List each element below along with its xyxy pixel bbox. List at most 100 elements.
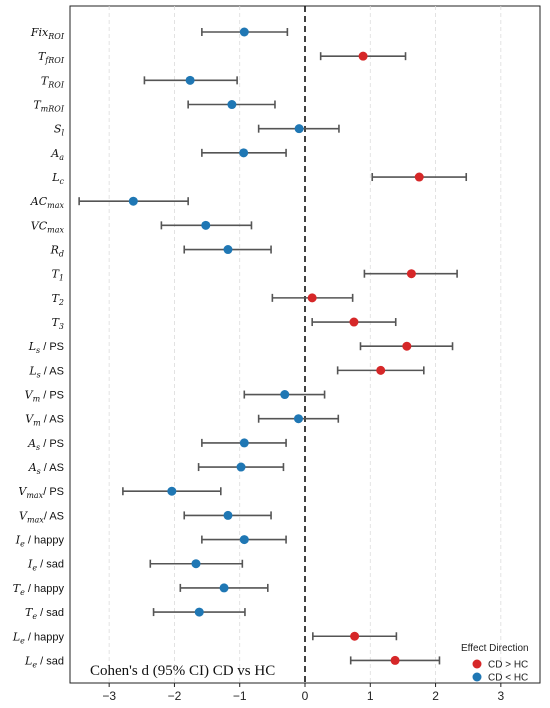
row-label-sub: e [20,588,25,597]
row-label-sub: c [60,177,65,186]
x-tick-label: 0 [302,689,309,703]
grid-lines [108,6,502,683]
row-label: TmROI [33,99,65,114]
row-label-suffix: / happy [25,631,65,643]
row-label-base: T [52,268,61,281]
row-label: Ls / PS [28,340,64,355]
effect-point [239,148,249,158]
rows-group: FixROITfROITROITmROISlAaLcACmaxVCmaxRdT1… [12,26,468,669]
row-label-suffix: / AS [41,462,64,474]
effect-point [280,390,290,400]
effect-point [239,535,249,545]
row: T1 [52,268,458,283]
row-label-sub: m [33,419,41,428]
row: Ie / happy [15,534,287,549]
row: Le / happy [12,630,398,645]
row-label-sub: e [20,636,25,645]
effect-point [307,293,317,303]
row-label-suffix: / sad [37,607,64,619]
legend-marker-neg [472,672,482,682]
effect-point [293,414,303,424]
row-label-base: T [33,99,42,112]
row-label-sub: a [59,153,64,162]
row-label: Vm / AS [25,413,64,428]
effect-point [201,220,211,230]
effect-point [350,631,360,641]
row-label: Lc [51,171,64,186]
effect-point [358,51,368,61]
row: Vm / PS [25,389,326,404]
row: ACmax [30,195,189,210]
effect-point [194,607,204,617]
row-label-base: Fix [30,26,49,39]
row-label-suffix: / sad [37,559,64,571]
row: T2 [52,292,354,307]
row-label-base: T [38,50,47,63]
row-label-sub: m [33,395,41,404]
row-label-base: VC [31,219,48,232]
row-label-base: T [52,292,61,305]
effect-point [185,75,195,85]
row: As / PS [27,437,287,452]
row-label-sub: fROI [44,56,65,65]
effect-point [223,245,233,255]
effect-point [406,269,416,279]
row-label-sub: max [47,201,64,210]
row-label: TfROI [38,50,65,65]
row-label-base: V [25,413,34,426]
row-label: T2 [52,292,64,307]
effect-point [239,438,249,448]
x-tick-label: 2 [432,689,439,703]
row-label-base: I [15,534,21,547]
row-label-sub: s [36,443,40,452]
effect-point [414,172,424,182]
row-label-base: V [19,509,28,522]
row-label-sub: e [32,612,37,621]
row-label-suffix: / PS [40,390,64,402]
row-label: Ie / sad [27,558,64,573]
row-label-suffix: / happy [25,535,65,547]
row: TROI [41,74,238,89]
row: VCmax [31,219,253,234]
row-label-base: T [41,74,50,87]
legend-marker-pos [472,659,482,669]
effect-point [376,365,386,375]
row-label: FixROI [30,26,65,41]
row-label-suffix: / PS [40,341,64,353]
row: Ls / PS [28,340,454,355]
row-label-sub: max [26,491,43,500]
row: Vmax/ PS [18,485,222,500]
row-label-sub: s [36,346,40,355]
row-label-base: L [28,364,36,377]
row-label: Vm / PS [25,389,64,404]
effect-point [239,27,249,37]
row-label-base: T [52,316,61,329]
effect-point [223,510,233,520]
effect-point [167,486,177,496]
row: Vm / AS [25,413,340,428]
row-label-base: T [13,582,22,595]
row-label-sub: e [20,540,25,549]
effect-point [402,341,412,351]
effect-point [349,317,359,327]
row: Te / sad [25,606,246,621]
row-label-sub: s [37,467,41,476]
row-label-suffix: / happy [25,583,65,595]
row-label-sub: ROI [47,32,65,41]
row-label: Le / happy [12,630,65,645]
row-label: Le / sad [24,654,64,669]
row-label-suffix: / PS [40,438,64,450]
row-label-base: V [18,485,27,498]
row-label-base: R [50,244,59,257]
effect-size-annotation: Cohen's d (95% CI) CD vs HC [90,663,275,679]
row-label-base: L [28,340,36,353]
row: Lc [51,171,468,186]
row-label-sub: ROI [47,80,65,89]
row-label: Te / sad [25,606,64,621]
row-label-base: T [25,606,34,619]
row-label-base: L [24,654,32,667]
row: Le / sad [24,654,441,669]
row-label: Ls / AS [28,364,64,379]
row-label-sub: e [32,564,37,573]
